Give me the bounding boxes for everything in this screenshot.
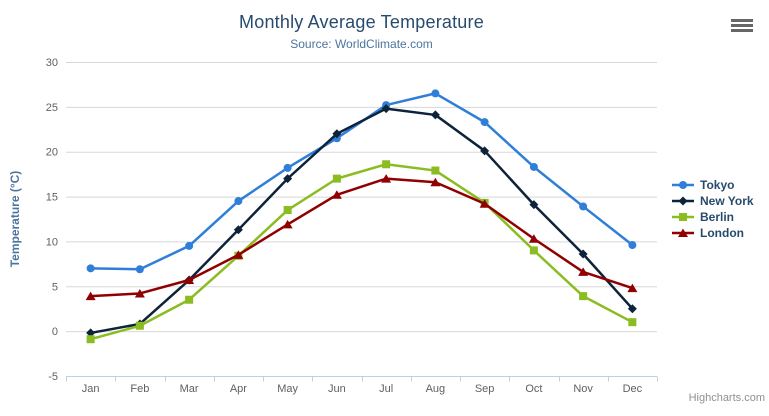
series-line — [89, 107, 634, 335]
legend-item-tokyo[interactable]: Tokyo — [671, 177, 754, 193]
data-point[interactable] — [86, 328, 96, 338]
data-point[interactable] — [185, 241, 194, 250]
y-axis-label: 5 — [52, 281, 58, 293]
data-point[interactable] — [85, 291, 96, 301]
data-point[interactable] — [480, 146, 490, 156]
data-point[interactable] — [86, 335, 95, 344]
data-point[interactable] — [678, 196, 688, 206]
data-point[interactable] — [381, 174, 392, 183]
data-point[interactable] — [679, 181, 687, 189]
x-axis-label: Oct — [525, 383, 542, 395]
data-point[interactable] — [679, 213, 687, 221]
series-line — [89, 177, 634, 298]
data-point[interactable] — [381, 104, 391, 114]
data-point[interactable] — [86, 264, 95, 273]
data-point[interactable] — [480, 118, 489, 127]
data-point[interactable] — [135, 265, 144, 274]
data-point[interactable] — [332, 174, 341, 183]
x-axis-label: Nov — [573, 383, 593, 395]
y-axis-label: 15 — [46, 192, 58, 204]
x-axis-label: Jul — [379, 383, 393, 395]
series-line — [89, 92, 634, 271]
data-point[interactable] — [578, 249, 588, 259]
chart-title: Monthly Average Temperature — [239, 12, 484, 32]
x-axis-label: Dec — [623, 383, 643, 395]
data-point[interactable] — [431, 89, 440, 98]
x-axis-label: Jan — [82, 383, 100, 395]
data-point[interactable] — [135, 321, 144, 330]
y-axis-title: Temperature (°C) — [8, 170, 22, 268]
data-point[interactable] — [579, 202, 588, 211]
y-axis-label: 0 — [52, 326, 58, 338]
data-point[interactable] — [430, 110, 440, 120]
x-axis-label: May — [277, 383, 298, 395]
x-axis-label: Apr — [230, 383, 247, 395]
legend-label: London — [700, 226, 744, 240]
legend: Tokyo New York Berlin London — [671, 177, 754, 241]
legend-item-berlin[interactable]: Berlin — [671, 209, 754, 225]
data-point[interactable] — [529, 162, 538, 171]
hamburger-menu-icon — [731, 29, 753, 32]
data-point[interactable] — [233, 250, 244, 259]
data-point[interactable] — [233, 225, 243, 235]
series-london[interactable] — [85, 174, 638, 301]
data-point[interactable] — [529, 200, 539, 210]
y-axis-label: 30 — [46, 57, 58, 69]
line-triangle-marker-icon — [671, 227, 695, 239]
data-point[interactable] — [184, 275, 195, 285]
line-circle-marker-icon — [671, 179, 695, 191]
data-point[interactable] — [185, 295, 194, 304]
legend-label: Berlin — [700, 210, 735, 224]
series-line — [89, 163, 634, 341]
credits-link[interactable]: Highcharts.com — [688, 392, 765, 404]
line-diamond-marker-icon — [671, 195, 695, 207]
y-axis-label: -5 — [48, 371, 58, 383]
data-point[interactable] — [282, 219, 293, 229]
data-point[interactable] — [627, 304, 637, 314]
data-point[interactable] — [234, 197, 243, 206]
data-point[interactable] — [332, 129, 342, 139]
data-point[interactable] — [134, 288, 145, 298]
data-point[interactable] — [283, 206, 292, 215]
y-axis-label: 10 — [46, 236, 58, 248]
data-point[interactable] — [331, 190, 342, 199]
data-point[interactable] — [382, 160, 391, 169]
data-point[interactable] — [431, 166, 440, 175]
data-point[interactable] — [529, 246, 538, 255]
legend-item-new-york[interactable]: New York — [671, 193, 754, 209]
data-point[interactable] — [627, 283, 638, 293]
data-point[interactable] — [430, 177, 441, 187]
data-point[interactable] — [283, 174, 293, 184]
x-axis-label: Feb — [130, 383, 149, 395]
data-point[interactable] — [578, 267, 589, 276]
data-point[interactable] — [528, 234, 539, 243]
data-point[interactable] — [628, 241, 637, 250]
data-point[interactable] — [479, 199, 490, 208]
data-point[interactable] — [579, 292, 588, 301]
data-point[interactable] — [678, 228, 688, 238]
y-axis-label: 25 — [46, 102, 58, 114]
data-point[interactable] — [283, 163, 292, 172]
legend-label: New York — [700, 194, 754, 208]
series-new-york[interactable] — [86, 104, 637, 338]
x-axis-label: Sep — [475, 383, 495, 395]
chart-context-menu-button[interactable] — [731, 19, 753, 32]
data-point[interactable] — [628, 318, 637, 327]
x-axis-label: Mar — [180, 383, 199, 395]
hamburger-menu-icon — [731, 24, 753, 27]
x-axis-label: Aug — [426, 383, 446, 395]
chart-subtitle: Source: WorldClimate.com — [290, 37, 433, 51]
legend-item-london[interactable]: London — [671, 225, 754, 241]
y-axis-label: 20 — [46, 147, 58, 159]
series-tokyo[interactable] — [86, 89, 637, 274]
legend-label: Tokyo — [700, 178, 735, 192]
x-axis-label: Jun — [328, 383, 346, 395]
hamburger-menu-icon — [731, 19, 753, 22]
line-square-marker-icon — [671, 211, 695, 223]
